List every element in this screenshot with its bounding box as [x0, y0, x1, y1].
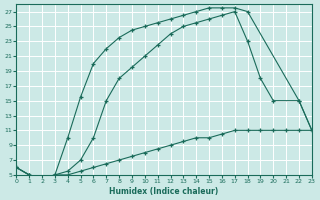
X-axis label: Humidex (Indice chaleur): Humidex (Indice chaleur)	[109, 187, 219, 196]
